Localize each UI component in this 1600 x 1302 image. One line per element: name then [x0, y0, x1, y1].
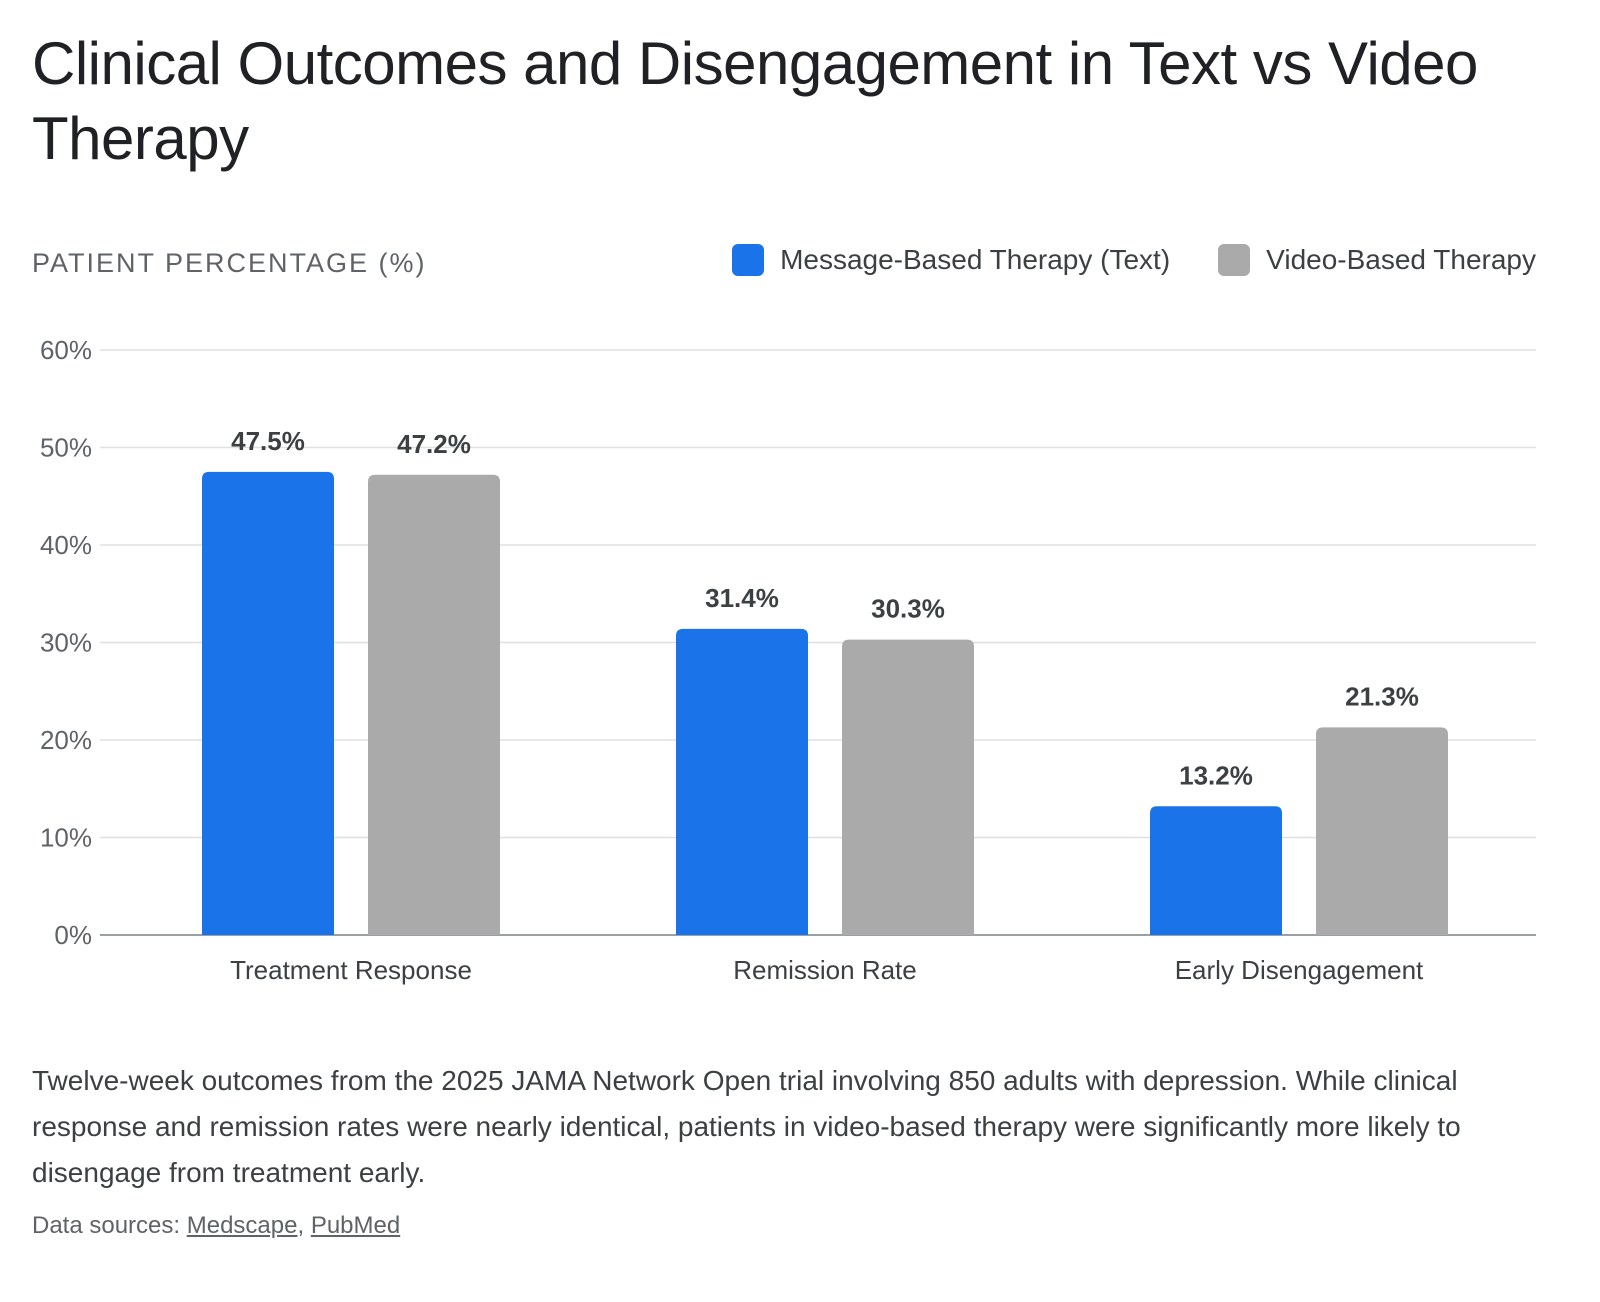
x-tick-label: Early Disengagement	[1175, 955, 1424, 985]
data-label: 13.2%	[1179, 760, 1253, 790]
bar	[1316, 727, 1448, 935]
chart-caption: Twelve-week outcomes from the 2025 JAMA …	[32, 1065, 1461, 1188]
chart-title: Clinical Outcomes and Disengagement in T…	[32, 30, 1478, 172]
y-tick-label: 40%	[40, 530, 92, 560]
data-sources: Data sources: Medscape, PubMed	[32, 1212, 400, 1240]
legend-item-video[interactable]: Video-Based Therapy	[1218, 244, 1536, 276]
legend: Message-Based Therapy (Text) Video-Based…	[684, 244, 1536, 276]
source-link-medscape[interactable]: Medscape	[186, 1212, 298, 1239]
y-axis-label: PATIENT PERCENTAGE (%)	[32, 248, 427, 278]
sources-prefix: Data sources:	[32, 1212, 187, 1239]
y-tick-label: 30%	[40, 628, 92, 658]
legend-swatch-text	[732, 244, 765, 276]
sources-separator: ,	[297, 1212, 311, 1239]
source-link-pubmed[interactable]: PubMed	[310, 1212, 401, 1239]
data-label: 31.4%	[705, 583, 779, 613]
data-label: 47.5%	[231, 426, 305, 456]
data-label: 21.3%	[1345, 681, 1419, 711]
y-tick-label: 20%	[40, 725, 92, 755]
y-tick-label: 60%	[40, 335, 92, 365]
legend-label-video: Video-Based Therapy	[1266, 244, 1536, 275]
legend-label-text: Message-Based Therapy (Text)	[780, 244, 1171, 275]
bar	[842, 639, 974, 935]
bar	[676, 628, 808, 935]
legend-item-text[interactable]: Message-Based Therapy (Text)	[732, 244, 1170, 276]
y-tick-label: 10%	[40, 823, 92, 853]
bar-chart: 0% 10% 20% 30% 40% 50% 60% 47.5% 47.2% Treatment …	[40, 335, 1536, 985]
x-tick-label: Remission Rate	[733, 955, 917, 985]
y-tick-label: 50%	[40, 433, 92, 463]
y-tick-label: 0%	[54, 920, 92, 950]
bar	[202, 471, 334, 935]
bar	[1150, 806, 1282, 935]
x-tick-label: Treatment Response	[230, 955, 472, 985]
data-label: 30.3%	[871, 594, 945, 624]
data-label: 47.2%	[397, 429, 471, 459]
legend-swatch-video	[1218, 244, 1251, 276]
bar	[368, 474, 500, 935]
